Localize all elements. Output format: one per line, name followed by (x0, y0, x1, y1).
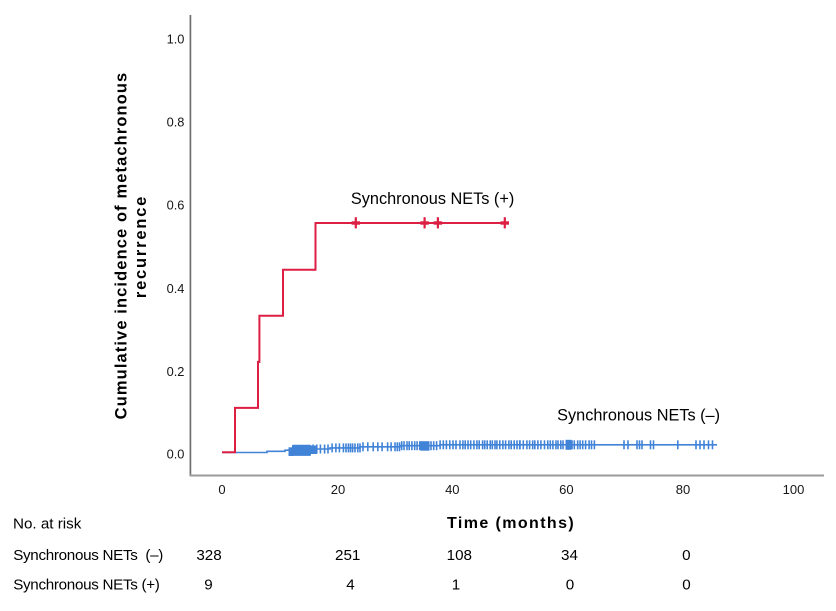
svg-text:251: 251 (335, 547, 360, 564)
svg-text:40: 40 (445, 482, 459, 497)
svg-text:1.0: 1.0 (167, 32, 185, 47)
svg-text:1: 1 (452, 577, 460, 594)
svg-text:0: 0 (566, 577, 574, 594)
svg-text:20: 20 (331, 482, 345, 497)
svg-text:0.8: 0.8 (167, 115, 185, 130)
svg-text:Time (months): Time (months) (447, 515, 575, 532)
svg-text:328: 328 (196, 547, 221, 564)
svg-text:0.0: 0.0 (167, 447, 185, 462)
svg-text:Synchronous NETs (–): Synchronous NETs (–) (13, 547, 163, 564)
svg-text:100: 100 (783, 482, 805, 497)
svg-text:4: 4 (346, 577, 354, 594)
svg-text:0: 0 (682, 547, 690, 564)
svg-text:No. at risk: No. at risk (13, 515, 82, 532)
svg-text:Synchronous NETs (+): Synchronous NETs (+) (13, 577, 160, 594)
svg-text:0.4: 0.4 (167, 281, 185, 296)
svg-text:Synchronous NETs (+): Synchronous NETs (+) (351, 190, 514, 208)
svg-text:80: 80 (676, 482, 690, 497)
svg-text:0: 0 (682, 577, 690, 594)
svg-text:0.2: 0.2 (167, 364, 185, 379)
svg-text:Cumulative incidence of metach: Cumulative incidence of metachronous (113, 72, 131, 420)
svg-text:0.6: 0.6 (167, 198, 185, 213)
svg-text:108: 108 (447, 547, 472, 564)
svg-text:Synchronous NETs (–): Synchronous NETs (–) (557, 406, 720, 424)
svg-text:0: 0 (218, 482, 225, 497)
svg-text:9: 9 (204, 577, 212, 594)
svg-text:60: 60 (559, 482, 573, 497)
svg-text:34: 34 (561, 547, 578, 564)
svg-text:recurrence: recurrence (132, 195, 150, 298)
